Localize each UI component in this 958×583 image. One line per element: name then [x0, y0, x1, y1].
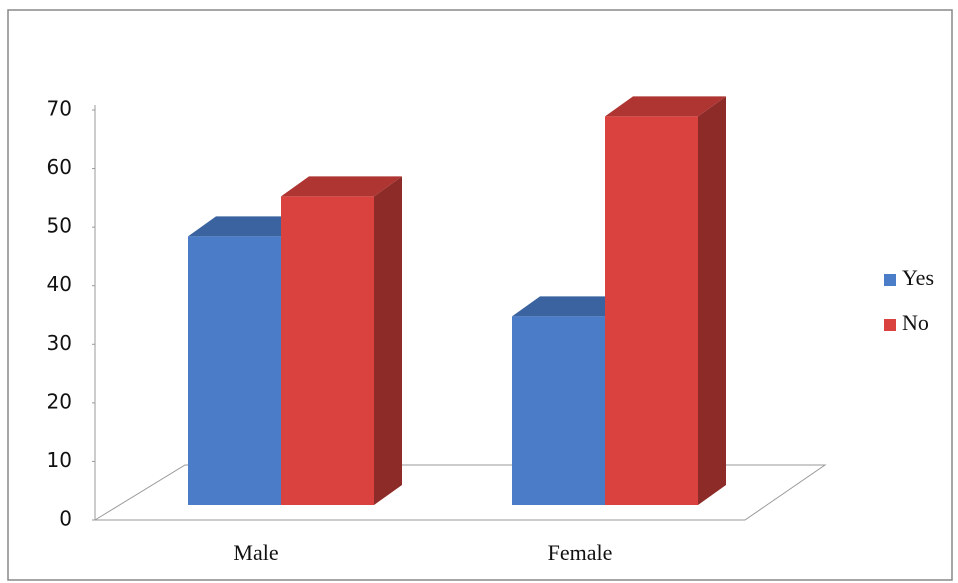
bar-side [698, 96, 726, 505]
y-tick-label: 30 [47, 331, 72, 355]
floor [93, 464, 827, 521]
y-tick-label: 10 [47, 448, 72, 472]
legend-swatch [884, 319, 896, 331]
legend-label: Yes [902, 265, 934, 290]
y-tick-label: 60 [47, 155, 72, 179]
bar-top [605, 96, 726, 117]
y-tick-label: 70 [47, 97, 72, 121]
y-tick-label: 40 [47, 272, 72, 296]
bar-top [281, 176, 402, 197]
y-tick-label: 20 [47, 389, 72, 413]
legend-label: No [902, 310, 929, 335]
bar [281, 176, 402, 505]
legend-swatch [884, 274, 896, 286]
y-tick-label: 50 [47, 214, 72, 238]
bar-front [281, 196, 374, 505]
bar-top [188, 216, 309, 237]
chart-border [7, 9, 953, 581]
bar-side [374, 176, 402, 505]
bar-front [512, 316, 605, 505]
x-tick-label: Male [233, 540, 278, 565]
bar-front [605, 116, 698, 505]
x-tick-label: Female [548, 540, 613, 565]
bar-top [512, 296, 633, 317]
y-tick-label: 0 [59, 507, 72, 531]
bar-front [188, 236, 281, 505]
bar [605, 96, 726, 505]
